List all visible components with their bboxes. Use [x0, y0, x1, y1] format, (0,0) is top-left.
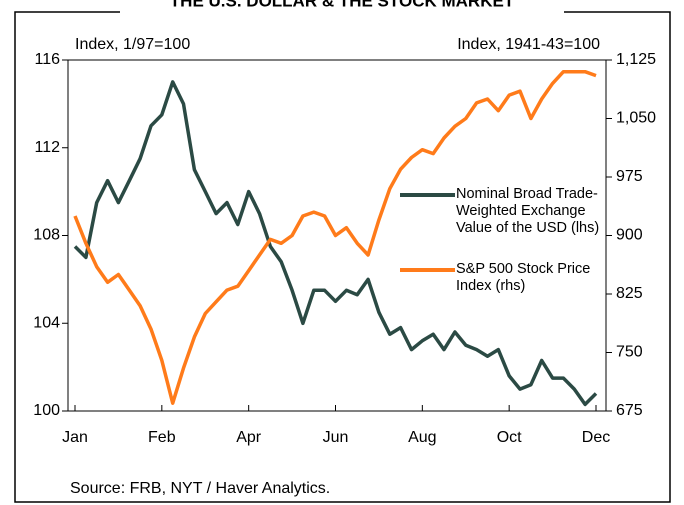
y2-tick-label: 825	[616, 285, 643, 302]
y2-tick-label: 1,125	[616, 51, 656, 68]
y2-axis-label: Index, 1941-43=100	[457, 36, 600, 53]
y2-tick-label: 900	[616, 227, 643, 244]
source: Source: FRB, NYT / Haver Analytics.	[70, 480, 330, 497]
y2-tick-label: 1,050	[616, 110, 656, 127]
y2-tick-label: 675	[616, 402, 643, 419]
y-tick-label: 104	[33, 314, 60, 331]
x-tick-label: Apr	[236, 429, 262, 446]
y2-tick-label: 975	[616, 168, 643, 185]
y2-tick-label: 750	[616, 344, 643, 361]
series-line	[73, 80, 598, 407]
chart-title: THE U.S. DOLLAR & THE STOCK MARKET	[170, 0, 515, 10]
y-tick-label: 116	[34, 51, 60, 68]
y-tick-label: 108	[33, 227, 60, 244]
x-tick-label: Feb	[148, 429, 176, 446]
x-tick-label: Jun	[323, 429, 349, 446]
legend-label: Nominal Broad Trade-Weighted Exchange Va…	[456, 186, 600, 236]
x-tick-label: Oct	[497, 429, 522, 446]
x-tick-label: Dec	[582, 429, 610, 446]
y-axis-label: Index, 1/97=100	[75, 36, 190, 53]
y-tick-label: 100	[33, 402, 60, 419]
legend-label: S&P 500 Stock Price Index (rhs)	[456, 261, 591, 294]
x-tick-label: Jan	[62, 429, 88, 446]
y-tick-label: 112	[34, 139, 60, 156]
x-tick-label: Aug	[408, 429, 436, 446]
title-backdrop	[120, 0, 564, 16]
series-line	[73, 69, 597, 405]
